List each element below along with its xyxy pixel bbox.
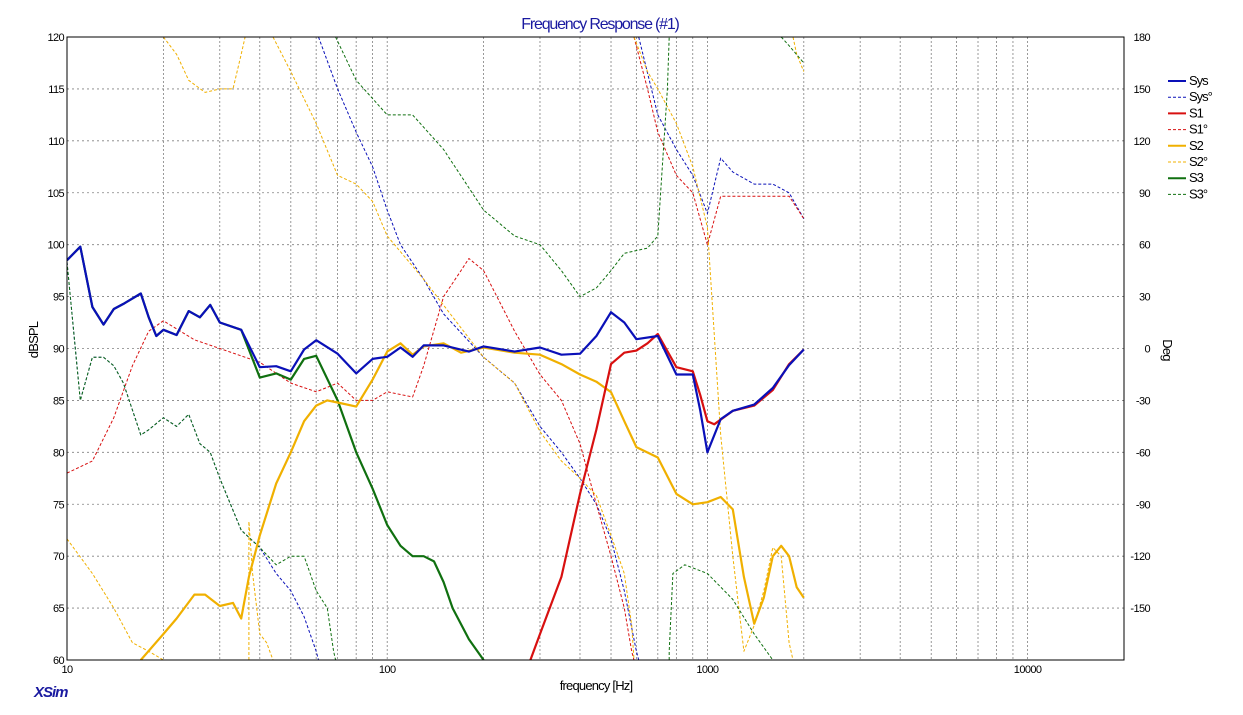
legend-label: S3 bbox=[1189, 170, 1204, 185]
y2-tick-label: -30 bbox=[1136, 395, 1151, 407]
y2-tick-label: -60 bbox=[1136, 447, 1151, 459]
y2-tick-label: 90 bbox=[1139, 188, 1151, 200]
x-tick-label: 10000 bbox=[1014, 664, 1042, 676]
y-tick-label: 80 bbox=[53, 447, 65, 459]
y2-tick-label: 150 bbox=[1133, 84, 1150, 96]
y-tick-label: 95 bbox=[53, 292, 65, 304]
series-line-s3-phase bbox=[67, 37, 805, 660]
legend-label: S1 bbox=[1189, 105, 1204, 120]
y2-tick-label: -150 bbox=[1130, 603, 1150, 615]
y-axis-label: dBSPL bbox=[26, 321, 41, 358]
legend-label: S1° bbox=[1189, 122, 1208, 137]
plot-frame bbox=[66, 36, 1125, 661]
chart-title: Frequency Response (#1) bbox=[521, 16, 679, 33]
y2-tick-label: 30 bbox=[1139, 292, 1151, 304]
legend-label: S2° bbox=[1189, 154, 1208, 169]
y-tick-label: 65 bbox=[53, 603, 65, 615]
y-tick-label: 70 bbox=[53, 551, 65, 563]
series-line-sys bbox=[67, 245, 805, 454]
legend-label: Sys° bbox=[1189, 89, 1213, 104]
y2-tick-label: -120 bbox=[1130, 551, 1150, 563]
x-tick-label: 10 bbox=[61, 664, 73, 676]
x-axis-label: frequency [Hz] bbox=[560, 678, 633, 693]
y-tick-label: 105 bbox=[47, 188, 64, 200]
legend-label: S3° bbox=[1189, 186, 1208, 201]
y2-tick-label: 60 bbox=[1139, 240, 1151, 252]
tick-labels: 6065707580859095100105110115120-150-120-… bbox=[47, 32, 1151, 676]
x-tick-label: 100 bbox=[379, 664, 396, 676]
series-line-s2-phase bbox=[67, 37, 805, 660]
y-tick-label: 75 bbox=[53, 499, 65, 511]
xsim-logo: XSim bbox=[33, 684, 68, 701]
y-tick-label: 60 bbox=[53, 655, 65, 667]
y-tick-label: 110 bbox=[48, 136, 64, 148]
y2-tick-label: 0 bbox=[1144, 344, 1150, 356]
legend-label: Sys bbox=[1189, 73, 1209, 88]
y-tick-label: 120 bbox=[47, 32, 64, 44]
series-line-s2 bbox=[139, 342, 805, 660]
series-line-s1-phase bbox=[67, 37, 805, 660]
legend-label: S2 bbox=[1189, 138, 1204, 153]
y2-tick-label: 120 bbox=[1133, 136, 1150, 148]
y-tick-label: 115 bbox=[48, 84, 64, 96]
y-tick-label: 85 bbox=[53, 395, 65, 407]
y2-tick-label: 180 bbox=[1133, 32, 1150, 44]
y-tick-label: 100 bbox=[47, 240, 64, 252]
x-tick-label: 1000 bbox=[696, 664, 719, 676]
series-lines bbox=[67, 37, 805, 660]
y2-tick-label: -90 bbox=[1136, 499, 1151, 511]
y-tick-label: 90 bbox=[53, 344, 65, 356]
y2-axis-label: Deg bbox=[1160, 339, 1175, 361]
series-line-sys-phase bbox=[67, 37, 805, 660]
